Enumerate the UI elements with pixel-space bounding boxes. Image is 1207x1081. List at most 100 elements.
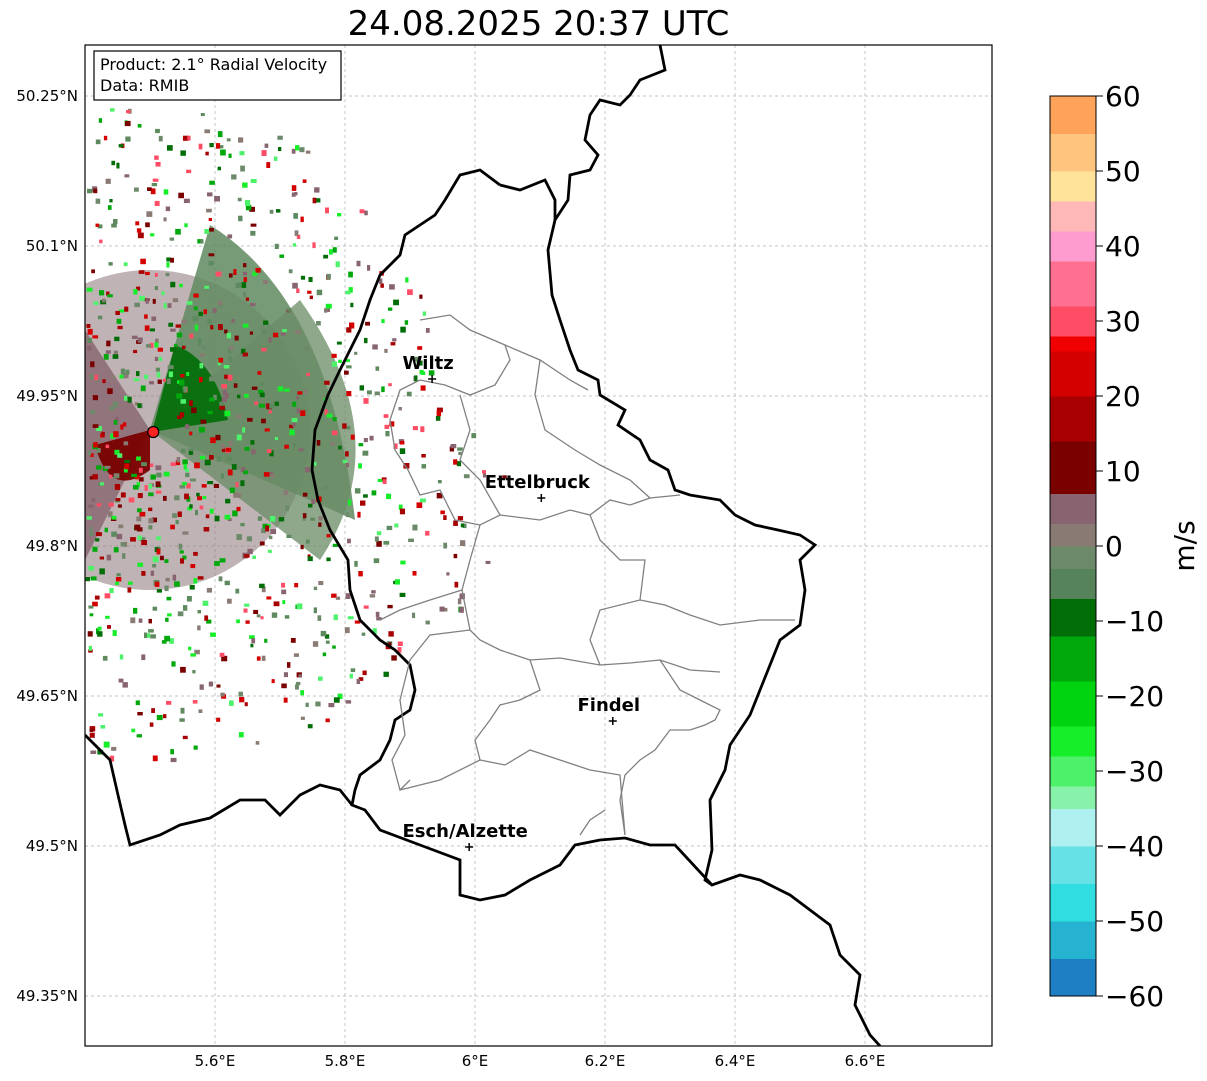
echo-speck (294, 230, 299, 236)
echo-speck (187, 135, 191, 141)
echo-speck (416, 502, 423, 508)
echo-speck (102, 379, 106, 384)
echo-speck (177, 611, 184, 617)
echo-speck (192, 700, 198, 704)
echo-speck (218, 357, 224, 363)
echo-speck (395, 579, 400, 585)
echo-speck (108, 262, 113, 266)
echo-speck (136, 734, 142, 738)
echo-speck (437, 480, 442, 484)
echo-speck (372, 628, 377, 634)
echo-speck (214, 196, 220, 202)
echo-speck (148, 483, 153, 489)
city-marker (608, 717, 617, 725)
echo-speck (221, 655, 228, 662)
echo-speck (251, 638, 256, 644)
echo-speck (280, 332, 286, 336)
echo-speck (198, 709, 203, 713)
echo-speck (457, 447, 463, 451)
echo-speck (284, 388, 290, 392)
echo-speck (252, 271, 258, 276)
echo-speck (377, 478, 384, 483)
echo-speck (398, 504, 403, 510)
echo-speck (316, 289, 323, 296)
echo-speck (298, 448, 304, 452)
echo-speck (152, 178, 159, 182)
echo-speck (119, 374, 124, 379)
echo-speck (167, 613, 172, 617)
echo-speck (375, 611, 380, 617)
echo-speck (193, 293, 199, 298)
echo-speck (225, 498, 231, 504)
echo-speck (397, 641, 403, 646)
lon-tick-label: 6.4°E (715, 1052, 756, 1070)
echo-speck (349, 673, 353, 679)
echo-speck (111, 746, 117, 751)
echo-speck (131, 473, 137, 478)
echo-speck (163, 495, 167, 501)
echo-speck (421, 371, 426, 375)
echo-speck (156, 589, 162, 593)
echo-speck (251, 449, 256, 455)
echo-speck (208, 260, 214, 266)
echo-speck (450, 444, 457, 449)
echo-speck (114, 473, 119, 477)
echo-speck (261, 586, 266, 593)
echo-speck (92, 424, 99, 428)
echo-speck (291, 148, 296, 154)
echo-speck (294, 192, 298, 196)
echo-speck (400, 560, 406, 565)
echo-speck (256, 451, 260, 455)
echo-speck (87, 346, 92, 351)
echo-speck (293, 442, 297, 447)
echo-speck (453, 459, 458, 465)
echo-speck (345, 451, 349, 457)
echo-speck (170, 524, 175, 530)
echo-speck (333, 614, 338, 621)
echo-speck (122, 682, 128, 688)
echo-speck (170, 257, 174, 263)
echo-speck (208, 218, 212, 221)
echo-speck (331, 353, 337, 358)
echo-speck (202, 600, 209, 606)
echo-speck (269, 403, 275, 409)
echo-speck (307, 554, 311, 558)
echo-speck (436, 492, 443, 499)
echo-speck (134, 524, 141, 531)
echo-speck (376, 531, 382, 536)
echo-speck (220, 443, 225, 449)
echo-speck (237, 394, 241, 399)
echo-speck (241, 282, 247, 288)
echo-speck (300, 216, 304, 223)
echo-speck (364, 210, 368, 216)
echo-speck (460, 540, 466, 546)
echo-speck (357, 511, 361, 518)
echo-speck (221, 447, 226, 452)
echo-speck (210, 437, 216, 444)
colorbar-band (1050, 396, 1096, 442)
echo-speck (256, 656, 261, 661)
echo-speck (100, 725, 106, 729)
echo-speck (232, 510, 238, 517)
echo-speck (178, 192, 184, 199)
echo-speck (278, 517, 285, 522)
echo-speck (296, 603, 303, 610)
echo-speck (420, 385, 426, 391)
echo-speck (186, 372, 190, 376)
echo-speck (102, 655, 108, 661)
colorbar-band (1050, 598, 1096, 637)
echo-speck (236, 619, 240, 624)
echo-speck (240, 523, 245, 527)
echo-speck (250, 643, 254, 648)
colorbar-band (1050, 808, 1096, 847)
echo-speck (264, 143, 269, 148)
echo-speck (337, 213, 342, 217)
lat-tick-label: 50.1°N (26, 237, 78, 255)
echo-speck (149, 328, 155, 332)
echo-speck (311, 499, 316, 505)
echo-speck (277, 386, 284, 392)
echo-speck (338, 359, 342, 363)
echo-speck (185, 472, 190, 478)
colorbar-tick-label: −20 (1105, 680, 1164, 713)
echo-speck (116, 318, 122, 324)
